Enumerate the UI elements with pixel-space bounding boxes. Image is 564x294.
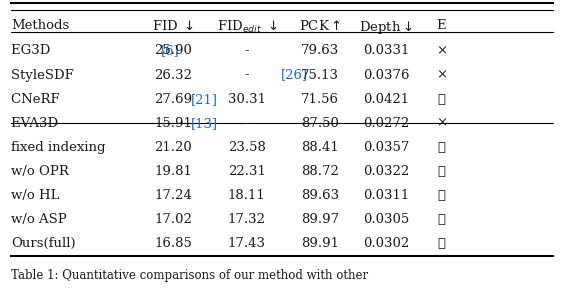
Text: -: - — [244, 117, 249, 130]
Text: EG3D: EG3D — [11, 44, 55, 57]
Text: Ours(full): Ours(full) — [11, 237, 76, 250]
Text: ✓: ✓ — [437, 213, 446, 226]
Text: 23.58: 23.58 — [228, 141, 266, 154]
Text: ✓: ✓ — [437, 165, 446, 178]
Text: PCK$\uparrow$: PCK$\uparrow$ — [299, 19, 341, 33]
Text: 22.31: 22.31 — [228, 165, 266, 178]
Text: 0.0302: 0.0302 — [363, 237, 409, 250]
Text: 71.56: 71.56 — [301, 93, 339, 106]
Text: ✓: ✓ — [437, 189, 446, 202]
Text: 30.31: 30.31 — [228, 93, 266, 106]
Text: 0.0305: 0.0305 — [363, 213, 409, 226]
Text: 89.91: 89.91 — [301, 237, 339, 250]
Text: w/o HL: w/o HL — [11, 189, 60, 202]
Text: StyleSDF: StyleSDF — [11, 69, 78, 81]
Text: ✓: ✓ — [437, 141, 446, 154]
Text: 26.32: 26.32 — [155, 69, 192, 81]
Text: 17.43: 17.43 — [228, 237, 266, 250]
Text: 0.0311: 0.0311 — [363, 189, 409, 202]
Text: 25.90: 25.90 — [155, 44, 192, 57]
Text: -: - — [244, 69, 249, 81]
Text: 75.13: 75.13 — [301, 69, 339, 81]
Text: 0.0322: 0.0322 — [363, 165, 409, 178]
Text: 88.41: 88.41 — [301, 141, 339, 154]
Text: 27.69: 27.69 — [155, 93, 192, 106]
Text: ×: × — [436, 44, 447, 57]
Text: ×: × — [436, 117, 447, 130]
Text: 21.20: 21.20 — [155, 141, 192, 154]
Text: 0.0376: 0.0376 — [363, 69, 409, 81]
Text: FID $\downarrow$: FID $\downarrow$ — [152, 19, 195, 33]
Text: Table 1: Quantitative comparisons of our method with other: Table 1: Quantitative comparisons of our… — [11, 269, 368, 282]
Text: [21]: [21] — [191, 93, 218, 106]
Text: Methods: Methods — [11, 19, 69, 32]
Text: FID$_{edit}$ $\downarrow$: FID$_{edit}$ $\downarrow$ — [217, 19, 277, 35]
Text: [13]: [13] — [191, 117, 218, 130]
Text: 17.24: 17.24 — [155, 189, 192, 202]
Text: 88.72: 88.72 — [301, 165, 339, 178]
Text: fixed indexing: fixed indexing — [11, 141, 106, 154]
Text: 17.02: 17.02 — [155, 213, 192, 226]
Text: Depth$\downarrow$: Depth$\downarrow$ — [359, 19, 413, 36]
Text: CNeRF: CNeRF — [11, 93, 64, 106]
Text: 89.97: 89.97 — [301, 213, 339, 226]
Text: 16.85: 16.85 — [155, 237, 192, 250]
Text: [26]: [26] — [281, 69, 309, 81]
Text: ✓: ✓ — [437, 93, 446, 106]
Text: E: E — [437, 19, 446, 32]
Text: EVA3D: EVA3D — [11, 117, 63, 130]
Text: 0.0357: 0.0357 — [363, 141, 409, 154]
Text: 0.0272: 0.0272 — [363, 117, 409, 130]
Text: 17.32: 17.32 — [228, 213, 266, 226]
Text: w/o OPR: w/o OPR — [11, 165, 69, 178]
Text: [6]: [6] — [161, 44, 180, 57]
Text: 0.0331: 0.0331 — [363, 44, 409, 57]
Text: 89.63: 89.63 — [301, 189, 339, 202]
Text: 19.81: 19.81 — [155, 165, 192, 178]
Text: 15.91: 15.91 — [155, 117, 192, 130]
Text: ×: × — [436, 69, 447, 81]
Text: -: - — [244, 44, 249, 57]
Text: ✓: ✓ — [437, 237, 446, 250]
Text: 87.50: 87.50 — [301, 117, 339, 130]
Text: 79.63: 79.63 — [301, 44, 339, 57]
Text: 0.0421: 0.0421 — [363, 93, 409, 106]
Text: w/o ASP: w/o ASP — [11, 213, 67, 226]
Text: 18.11: 18.11 — [228, 189, 266, 202]
